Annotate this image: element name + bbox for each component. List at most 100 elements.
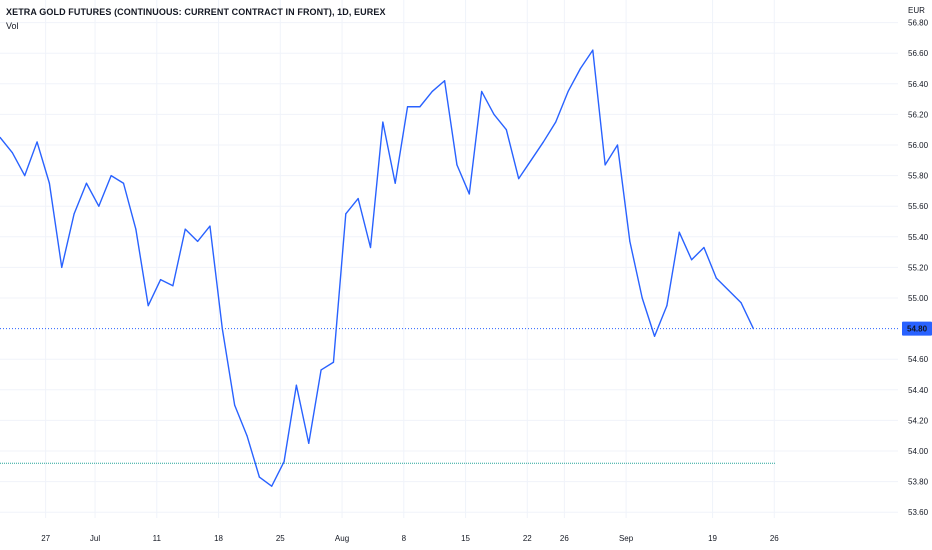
x-tick-label: Sep [619, 534, 634, 543]
grid [0, 0, 898, 518]
y-tick-label: 55.80 [908, 172, 929, 181]
price-point [604, 164, 606, 166]
price-point [752, 328, 754, 330]
x-tick-label: 26 [770, 534, 779, 543]
price-point [555, 121, 557, 123]
price-point [147, 305, 149, 307]
price-point [728, 289, 730, 291]
price-point [0, 136, 1, 138]
x-tick-label: 15 [461, 534, 470, 543]
y-tick-label: 53.60 [908, 508, 929, 517]
price-point [73, 213, 75, 215]
price-point [295, 384, 297, 386]
x-axis: 27 Jul 11 18 25 Aug 8 15 22 26 Sep 19 26 [41, 534, 779, 543]
x-tick-label: 8 [402, 534, 407, 543]
chart-title: XETRA GOLD FUTURES (CONTINUOUS: CURRENT … [6, 7, 386, 17]
price-point [110, 175, 112, 177]
price-point [382, 121, 384, 123]
price-point [369, 246, 372, 249]
price-point [11, 152, 13, 154]
price-point [209, 225, 211, 227]
price-point [406, 106, 409, 108]
y-tick-label: 56.60 [908, 49, 929, 58]
price-point [518, 178, 520, 180]
y-tick-label: 55.00 [908, 294, 929, 303]
last-price-badge [902, 321, 932, 336]
currency-label: EUR [908, 6, 925, 15]
y-tick-label: 54.60 [908, 355, 929, 364]
last-price-label: 54.80 [907, 325, 928, 334]
price-point [271, 485, 273, 487]
y-tick-label: 53.80 [908, 478, 929, 487]
price-point [481, 90, 483, 93]
price-point [332, 361, 335, 363]
price-point [456, 164, 458, 166]
price-point [283, 461, 285, 463]
price-point [530, 159, 532, 161]
y-tick-label: 54.40 [908, 386, 929, 395]
price-point [629, 240, 631, 242]
price-point [48, 182, 51, 184]
x-tick-label: 11 [153, 534, 162, 543]
price-point [122, 182, 125, 184]
x-tick-label: 26 [560, 534, 569, 543]
price-point [703, 246, 705, 249]
price-point [616, 144, 619, 146]
y-tick-label: 55.40 [908, 233, 929, 242]
price-point [320, 369, 322, 371]
price-point [357, 197, 359, 200]
x-tick-label: 22 [523, 534, 532, 543]
x-tick-label: Jul [90, 534, 100, 543]
x-tick-label: 27 [41, 534, 50, 543]
price-point [61, 266, 63, 268]
y-tick-label: 55.20 [908, 263, 929, 272]
price-point [159, 279, 162, 281]
price-point [468, 193, 470, 195]
price-point [678, 231, 680, 233]
price-point [394, 182, 396, 184]
x-tick-label: 18 [214, 534, 223, 543]
y-tick-label: 55.60 [908, 202, 929, 211]
volume-indicator-label[interactable]: Vol [6, 21, 19, 31]
price-point [135, 228, 137, 230]
y-tick-label: 54.00 [908, 447, 929, 456]
price-point [85, 182, 88, 184]
price-series-line[interactable] [0, 49, 754, 487]
x-tick-label: Aug [335, 534, 349, 543]
y-tick-label: 56.00 [908, 141, 929, 150]
y-tick-label: 56.20 [908, 110, 929, 119]
price-point [542, 141, 545, 143]
price-point [36, 141, 38, 143]
price-point [419, 106, 421, 108]
x-tick-label: 25 [276, 534, 285, 543]
y-axis: 56.80 56.60 56.40 56.20 56.00 55.80 55.60 55.40… [908, 19, 929, 518]
price-point [431, 90, 433, 93]
y-tick-label: 56.80 [908, 19, 929, 28]
price-point [444, 80, 446, 82]
price-point [172, 285, 174, 287]
price-point [666, 305, 668, 307]
price-point [308, 442, 310, 444]
price-point [98, 205, 100, 207]
last-price-layer: 54.80 [0, 321, 932, 336]
price-point [246, 435, 248, 437]
price-point [221, 328, 223, 330]
y-tick-label: 54.20 [908, 416, 929, 425]
price-point [197, 240, 199, 242]
x-tick-label: 19 [708, 534, 717, 543]
price-point [592, 49, 594, 51]
y-tick-label: 56.40 [908, 80, 929, 89]
price-point [493, 113, 495, 115]
price-point [184, 228, 186, 230]
price-point [567, 90, 569, 93]
price-point [740, 301, 742, 304]
price-point [579, 67, 582, 70]
price-point [234, 404, 236, 406]
price-point [258, 476, 260, 478]
price-point [641, 297, 643, 299]
price-point [715, 277, 717, 279]
price-point [505, 129, 507, 131]
price-point [691, 259, 693, 261]
series-layer [0, 49, 754, 487]
